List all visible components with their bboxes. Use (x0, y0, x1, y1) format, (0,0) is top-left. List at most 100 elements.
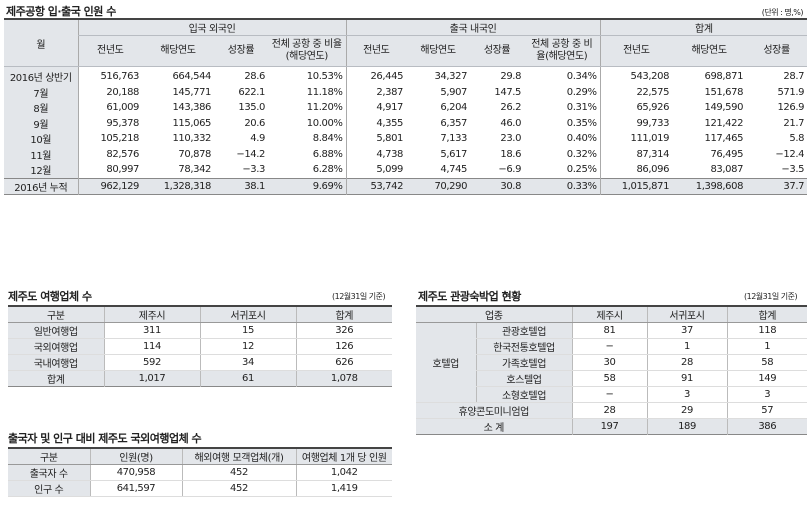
lodging-cell: 1 (646, 338, 728, 355)
agency-row: 국외여행업 114 12 126 (8, 338, 392, 355)
out-curr-cell: 6,357 (440, 117, 468, 129)
lodging-cell: 149 (726, 370, 807, 387)
out-prev-cell: 26,445 (345, 66, 407, 85)
travel-agency-table: 구분 제주시 서귀포시 합계 일반여행업 311 15 326 국외여행업 114 12 12… (8, 305, 392, 387)
agency-cell: 국내여행업 (8, 354, 104, 371)
in-curr-cell: 115,065 (172, 117, 211, 129)
tot-growth-cell: 37.7 (746, 177, 807, 195)
in-growth-cell: 20.6 (244, 117, 265, 129)
lodging-header-seogwipo: 서귀포시 (646, 306, 728, 323)
out-curr-cell: 4,745 (440, 164, 468, 176)
header-tot-growth: 성장률 (746, 35, 807, 67)
tot-curr-cell: 1,398,608 (672, 177, 747, 195)
out-share-cell: 0.29% (566, 86, 597, 98)
agency-cell: 61 (199, 370, 296, 387)
in-curr-cell: 78,342 (178, 164, 211, 176)
tot-prev-cell: 99,733 (599, 115, 673, 131)
in-share-cell: 9.69% (268, 177, 347, 195)
ratio-cell: 출국자 수 (8, 464, 90, 481)
tot-curr-cell: 76,495 (710, 148, 744, 160)
header-group-total: 합계 (599, 19, 807, 36)
agency-table-title: 제주도 여행업체 수 (8, 290, 92, 303)
ratio-header-agencies: 해외여행 모객업체(개) (181, 448, 296, 465)
agency-cell: 합계 (8, 370, 104, 387)
month-cell: 12월 (4, 162, 78, 178)
agency-cell: 일반여행업 (8, 322, 104, 339)
table-row: 7월 20,188 145,771 622.1 11.18% 2,387 5,907 147.… (4, 84, 807, 100)
agency-total-row: 합계 1,017 61 1,078 (8, 370, 392, 387)
out-prev-cell: 5,099 (345, 162, 407, 178)
month-cell: 11월 (4, 146, 78, 162)
in-prev-cell: 962,129 (77, 177, 142, 195)
lodging-cell: 소형호텔업 (475, 386, 573, 403)
out-curr-cell: 70,290 (406, 177, 471, 195)
agency-header-total: 합계 (295, 306, 392, 323)
header-in-share: 전체 공항 중 비율(해당연도) (268, 35, 347, 67)
lodging-cell: 118 (726, 322, 807, 339)
lodging-cell: 3 (646, 386, 728, 403)
tot-growth-cell: −12.4 (775, 148, 805, 160)
lodging-cell: 소 계 (416, 418, 573, 435)
agency-cell: 326 (295, 322, 392, 339)
tot-prev-cell: 86,096 (599, 162, 673, 178)
out-prev-cell: 5,801 (345, 131, 407, 147)
out-prev-cell: 4,355 (345, 115, 407, 131)
ratio-cell: 1,419 (295, 480, 392, 497)
lodging-total-row: 소 계 197 189 386 (416, 418, 807, 435)
in-prev-cell: 95,378 (77, 115, 142, 131)
tot-prev-cell: 1,015,871 (599, 177, 673, 195)
header-group-inbound-foreigners: 입국 외국인 (77, 19, 347, 36)
in-curr-cell: 664,544 (172, 71, 211, 83)
outbound-population-ratio-table: 구분 인원(명) 해외여행 모객업체(개) 여행업체 1개 당 인원 출국자 수… (8, 447, 392, 497)
in-growth-cell: 38.1 (214, 177, 268, 195)
out-share-cell: 0.40% (566, 133, 597, 145)
lodging-table-title: 제주도 관광숙박업 현황 (418, 290, 521, 303)
tot-prev-cell: 87,314 (599, 146, 673, 162)
lodging-cell: 81 (571, 322, 648, 339)
tot-prev-cell: 543,208 (599, 66, 673, 85)
table-row: 10월 105,218 110,332 4.9 8.84% 5,801 7,133 23.0 0… (4, 131, 807, 147)
tot-curr-cell: 151,678 (704, 86, 744, 98)
lodging-cell: 관광호텔업 (475, 322, 573, 339)
lodging-cell: 58 (726, 354, 807, 371)
tot-growth-cell: 5.8 (789, 133, 805, 145)
in-share-cell: 6.88% (312, 148, 343, 160)
in-share-cell: 10.00% (306, 117, 343, 129)
tot-prev-cell: 65,926 (599, 100, 673, 116)
ratio-header-people: 인원(명) (89, 448, 182, 465)
header-out-share: 전체 공항 중 비율(해당연도) (524, 35, 601, 67)
in-growth-cell: −14.2 (236, 148, 265, 160)
in-prev-cell: 105,218 (77, 131, 142, 147)
lodging-cell: 휴양콘도미니엄업 (416, 402, 573, 419)
table-row: 2016년 상반기 516,763 664,544 28.6 10.53% 26,445 3… (4, 66, 807, 85)
header-tot-curr: 해당연도 (672, 35, 747, 67)
header-in-prev: 전년도 (77, 35, 142, 67)
lodging-cell: − (571, 386, 648, 403)
month-cell: 10월 (4, 131, 78, 147)
tot-prev-cell: 22,575 (599, 84, 673, 100)
in-growth-cell: 622.1 (238, 86, 265, 98)
in-share-cell: 6.28% (312, 164, 343, 176)
agency-cell: 114 (103, 338, 200, 355)
ratio-cell: 641,597 (89, 480, 182, 497)
lodging-row: 가족호텔업 30 28 58 (416, 354, 807, 371)
lodging-cell: − (571, 338, 648, 355)
lodging-cell: 3 (726, 386, 807, 403)
in-prev-cell: 61,009 (77, 100, 142, 116)
main-table-title: 제주공항 입·출국 인원 수 (6, 5, 116, 18)
lodging-row: 호스텔업 58 91 149 (416, 370, 807, 387)
ratio-header-per-agency: 여행업체 1개 당 인원 (295, 448, 392, 465)
lodging-cell: 37 (646, 322, 728, 339)
in-prev-cell: 20,188 (77, 84, 142, 100)
ratio-cell: 1,042 (295, 464, 392, 481)
lodging-header-total: 합계 (726, 306, 807, 323)
agency-cell: 1,078 (295, 370, 392, 387)
lodging-cell: 1 (726, 338, 807, 355)
lodging-cell: 29 (646, 402, 728, 419)
in-curr-cell: 1,328,318 (142, 177, 214, 195)
out-share-cell: 0.25% (566, 164, 597, 176)
lodging-cell: 189 (646, 418, 728, 435)
out-curr-cell: 6,204 (440, 102, 468, 114)
agency-cell: 126 (295, 338, 392, 355)
tot-curr-cell: 149,590 (704, 102, 744, 114)
